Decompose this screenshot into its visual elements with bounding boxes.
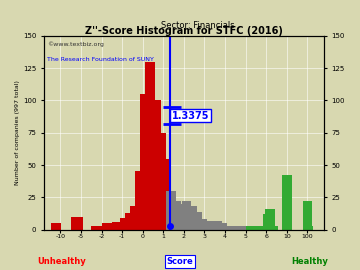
Text: Score: Score (167, 257, 193, 266)
Bar (120, 218, 130, 230)
Text: Healthy: Healthy (291, 257, 328, 266)
Y-axis label: Number of companies (997 total): Number of companies (997 total) (15, 80, 20, 185)
Bar (246, 226, 256, 230)
Title: Z''-Score Histogram for STFC (2016): Z''-Score Histogram for STFC (2016) (85, 26, 283, 36)
Bar (171, 201, 181, 230)
Text: Unhealthy: Unhealthy (37, 257, 86, 266)
Bar (192, 211, 202, 229)
Bar (73, 217, 83, 229)
Bar (282, 226, 292, 230)
Bar (217, 223, 228, 230)
Bar (197, 219, 207, 230)
Text: Sector: Financials: Sector: Financials (161, 21, 235, 30)
Bar (187, 206, 197, 230)
Bar (102, 223, 112, 230)
Bar (95, 226, 105, 230)
Bar (145, 62, 156, 230)
Bar (233, 227, 243, 230)
Bar (282, 175, 292, 230)
Bar (238, 226, 248, 230)
Bar (130, 206, 140, 230)
Bar (212, 221, 222, 229)
Bar (166, 191, 176, 230)
Bar (223, 226, 233, 230)
Bar (156, 133, 166, 230)
Bar (303, 226, 312, 230)
Bar (150, 100, 161, 230)
Bar (251, 226, 261, 230)
Bar (125, 213, 135, 230)
Bar (135, 171, 145, 229)
Text: 1.3375: 1.3375 (172, 111, 210, 121)
Text: ©www.textbiz.org: ©www.textbiz.org (47, 42, 104, 47)
Bar (228, 226, 238, 230)
Bar (176, 204, 186, 230)
Bar (262, 214, 273, 230)
Bar (71, 217, 81, 229)
Text: The Research Foundation of SUNY: The Research Foundation of SUNY (47, 57, 154, 62)
Bar (265, 209, 275, 230)
Bar (91, 226, 102, 230)
Bar (268, 226, 278, 230)
Bar (161, 158, 171, 230)
Bar (207, 223, 217, 230)
Bar (112, 222, 122, 230)
Bar (202, 221, 212, 229)
Bar (140, 94, 150, 230)
Bar (51, 223, 61, 230)
Bar (302, 201, 312, 230)
Bar (256, 226, 266, 230)
Bar (181, 201, 192, 230)
